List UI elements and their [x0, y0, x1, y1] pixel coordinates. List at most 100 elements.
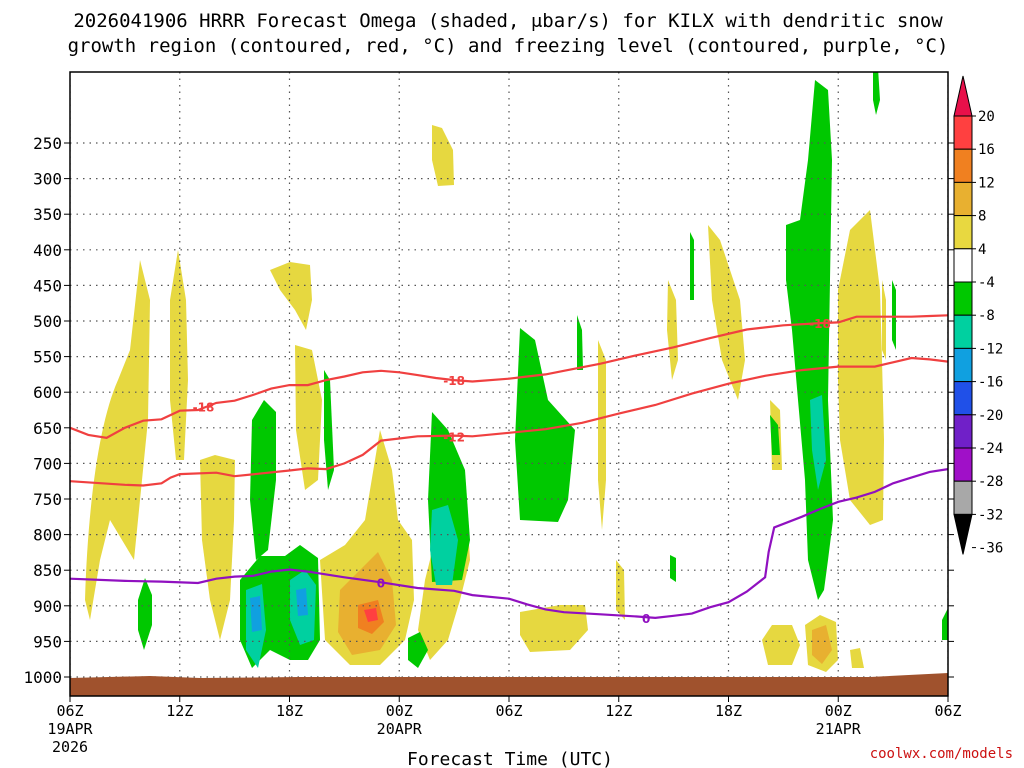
x-tick-label: 18Z	[715, 702, 742, 720]
y-tick-label: 800	[33, 526, 62, 545]
colorbar-label: -24	[978, 441, 1003, 457]
x-tick-label: 12Z	[166, 702, 193, 720]
colorbar-swatch	[953, 480, 973, 515]
x-tick-label: 12Z	[605, 702, 632, 720]
omega-region-negative-4	[324, 370, 334, 490]
y-tick-label: 350	[33, 205, 62, 224]
y-tick-label: 550	[33, 348, 62, 367]
omega-region-positive-15	[882, 280, 886, 360]
omega-region-negative-10	[670, 555, 676, 582]
colorbar-swatch	[953, 215, 973, 250]
ground-surface	[70, 673, 948, 696]
omega-region-negative-1	[138, 578, 152, 650]
contour-label: 0	[642, 612, 650, 626]
omega-region-minus-16-2	[296, 588, 308, 616]
chart-title-line2: growth region (contoured, red, °C) and f…	[68, 35, 949, 57]
y-tick-label: 950	[33, 632, 62, 651]
omega-region-minus-12-4	[810, 395, 826, 490]
colorbar-label: -16	[978, 375, 1003, 391]
x-tick-date-label: 19APR	[47, 720, 93, 738]
colorbar-bottom-arrow	[953, 513, 973, 555]
x-tick-label: 06Z	[495, 702, 522, 720]
colorbar-swatch	[953, 248, 973, 283]
x-tick-year-label: 2026	[52, 738, 88, 756]
contour-label: -18	[809, 317, 831, 331]
y-tick-label: 500	[33, 312, 62, 331]
omega-region-positive-18	[850, 648, 864, 668]
y-tick-label: 750	[33, 490, 62, 509]
colorbar-swatch	[953, 148, 973, 183]
colorbar-swatch	[953, 181, 973, 217]
colorbar-swatch	[953, 314, 973, 349]
omega-region-positive-1	[85, 260, 150, 620]
y-tick-label: 650	[33, 419, 62, 438]
colorbar-label: -32	[978, 507, 1003, 523]
omega-region-negative-5	[408, 632, 428, 668]
x-tick-label: 06Z	[56, 702, 83, 720]
omega-region-minus-16-1	[250, 596, 262, 632]
omega-region-negative-13	[892, 280, 896, 350]
omega-region-minus-12-1	[430, 505, 458, 585]
omega-region-negative-2	[250, 400, 276, 560]
colorbar-label: 12	[978, 175, 995, 191]
y-tick-label: 450	[33, 276, 62, 295]
omega-region-8b	[812, 625, 832, 664]
y-tick-label: 850	[33, 561, 62, 580]
contour-line-1	[70, 356, 948, 487]
x-tick-label: 00Z	[825, 702, 852, 720]
omega-region-positive-10	[598, 340, 606, 530]
contour-label: -12	[443, 430, 465, 444]
y-tick-label: 250	[33, 134, 62, 153]
omega-region-16	[364, 608, 378, 622]
contour-line-2	[70, 468, 948, 620]
y-tick-label: 300	[33, 170, 62, 189]
x-axis-label: Forecast Time (UTC)	[407, 749, 613, 768]
colorbar-label: 20	[978, 109, 995, 125]
omega-region-positive-9	[520, 605, 588, 652]
colorbar-swatch	[953, 381, 973, 416]
omega-region-positive-3	[200, 455, 235, 640]
omega-region-negative-14	[942, 608, 948, 640]
omega-region-positive-7	[432, 125, 454, 186]
omega-region-positive-5	[295, 345, 322, 490]
y-tick-label: 700	[33, 454, 62, 473]
omega-region-negative-15	[770, 415, 780, 455]
colorbar-label: -12	[978, 341, 1003, 357]
omega-region-negative-12	[873, 72, 880, 115]
credit-text: coolwx.com/models	[870, 746, 1013, 762]
y-axis: 250 300 350 400 450 500 550 600 650 700 750 800 850 9…	[23, 134, 954, 687]
contour-line-0	[70, 314, 948, 439]
colorbar-label: -4	[978, 275, 995, 291]
y-tick-label: 400	[33, 241, 62, 260]
colorbar-label: -28	[978, 474, 1003, 490]
y-tick-label: 900	[33, 597, 62, 616]
y-tick-label: 1000	[23, 668, 62, 687]
colorbar-swatch	[953, 115, 973, 150]
colorbar: 20 16 12 8 4 -4 -8 -12 -16 -20 -24 -28 -32 -36	[953, 75, 1003, 557]
omega-region-positive-2	[170, 250, 188, 460]
x-tick-date-label: 21APR	[816, 720, 862, 738]
colorbar-label: -8	[978, 308, 995, 324]
colorbar-label: 4	[978, 242, 986, 258]
contour-label: -18	[193, 400, 215, 414]
chart-title-line1: 2026041906 HRRR Forecast Omega (shaded, …	[73, 10, 943, 32]
x-tick-label: 18Z	[276, 702, 303, 720]
contour-label: 0	[377, 576, 385, 590]
colorbar-label: 8	[978, 209, 986, 225]
colorbar-label: 16	[978, 142, 995, 158]
omega-region-positive-16	[762, 625, 800, 665]
contour-label: -18	[443, 374, 465, 388]
x-tick-date-label: 20APR	[377, 720, 423, 738]
x-tick-label: 00Z	[386, 702, 413, 720]
contour-lines	[70, 314, 948, 620]
colorbar-top-arrow	[953, 75, 973, 117]
colorbar-swatch	[953, 447, 973, 482]
colorbar-swatch	[953, 414, 973, 449]
omega-region-negative-9	[690, 232, 694, 300]
y-tick-label: 600	[33, 383, 62, 402]
colorbar-swatch	[953, 281, 973, 316]
colorbar-label: -36	[978, 541, 1003, 557]
omega-region-positive-13	[708, 225, 745, 400]
